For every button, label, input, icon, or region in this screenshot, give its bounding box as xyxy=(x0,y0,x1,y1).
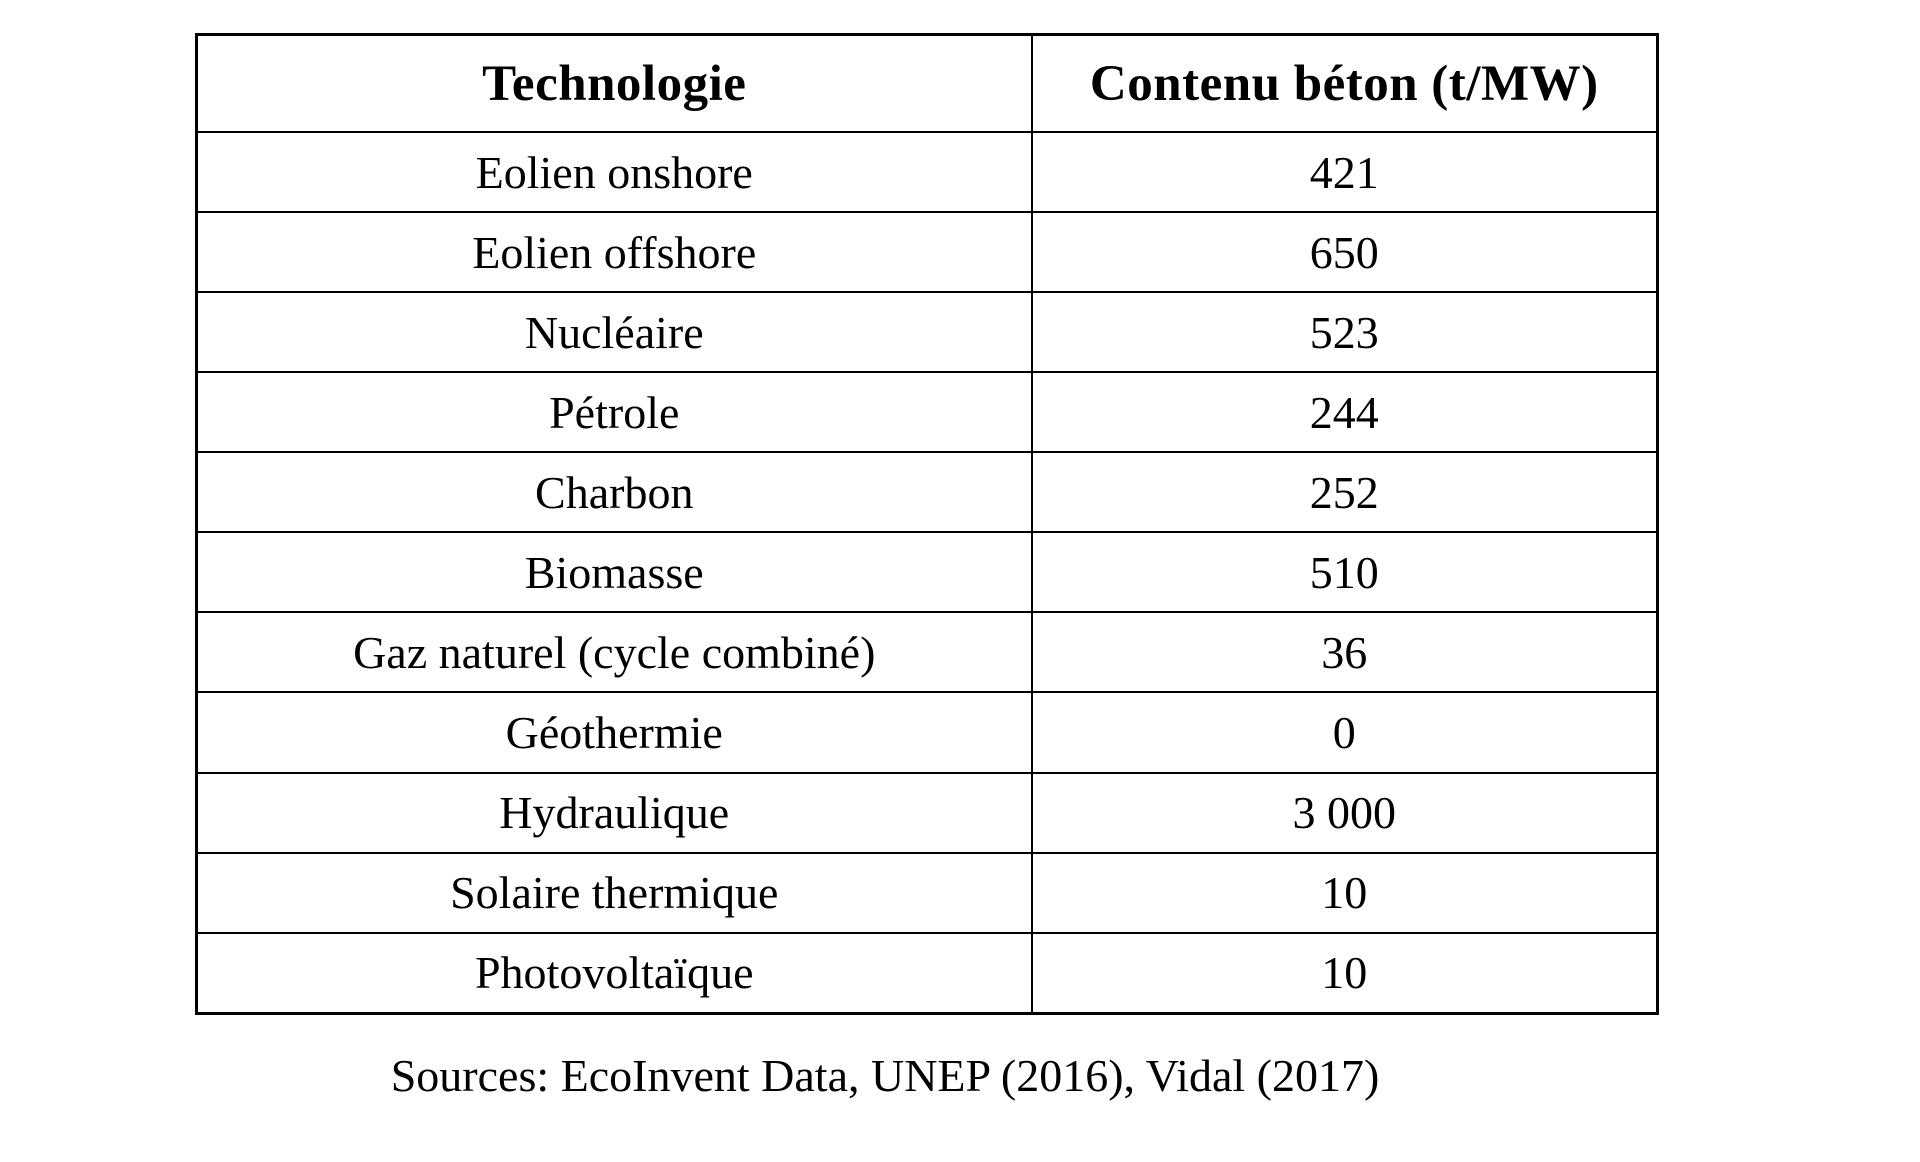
table-row: Biomasse 510 xyxy=(195,531,1659,614)
table-header-row: Technologie Contenu béton (t/MW) xyxy=(195,33,1659,133)
table-row: Eolien onshore 421 xyxy=(195,130,1659,214)
cell-valeur: 36 xyxy=(1030,611,1659,694)
cell-technologie: Eolien onshore xyxy=(195,130,1033,214)
sources-caption: Sources: EcoInvent Data, UNEP (2016), Vi… xyxy=(390,1050,1380,1101)
cell-valeur: 10 xyxy=(1030,931,1659,1015)
table-row: Pétrole 244 xyxy=(195,371,1659,454)
cell-valeur: 244 xyxy=(1030,371,1659,454)
cell-technologie: Eolien offshore xyxy=(195,211,1033,294)
table-row: Gaz naturel (cycle combiné) 36 xyxy=(195,611,1659,694)
cell-valeur: 3 000 xyxy=(1030,771,1659,854)
column-header-contenu-beton: Contenu béton (t/MW) xyxy=(1030,33,1659,133)
cell-valeur: 252 xyxy=(1030,451,1659,534)
cell-technologie: Nucléaire xyxy=(195,291,1033,374)
cell-valeur: 510 xyxy=(1030,531,1659,614)
cell-technologie: Géothermie xyxy=(195,691,1033,774)
cell-technologie: Charbon xyxy=(195,451,1033,534)
cell-valeur: 421 xyxy=(1030,130,1659,214)
table-row: Eolien offshore 650 xyxy=(195,211,1659,294)
table-row: Nucléaire 523 xyxy=(195,291,1659,374)
cell-valeur: 523 xyxy=(1030,291,1659,374)
table-row: Hydraulique 3 000 xyxy=(195,771,1659,854)
cell-valeur: 10 xyxy=(1030,851,1659,934)
concrete-content-table: Technologie Contenu béton (t/MW) Eolien … xyxy=(195,33,1659,1015)
cell-technologie: Hydraulique xyxy=(195,771,1033,854)
column-header-technologie: Technologie xyxy=(195,33,1033,133)
cell-technologie: Photovoltaïque xyxy=(195,931,1033,1015)
table-row: Géothermie 0 xyxy=(195,691,1659,774)
cell-valeur: 0 xyxy=(1030,691,1659,774)
cell-technologie: Gaz naturel (cycle combiné) xyxy=(195,611,1033,694)
cell-technologie: Biomasse xyxy=(195,531,1033,614)
table-row: Solaire thermique 10 xyxy=(195,851,1659,934)
cell-technologie: Solaire thermique xyxy=(195,851,1033,934)
cell-technologie: Pétrole xyxy=(195,371,1033,454)
table-row: Photovoltaïque 10 xyxy=(195,931,1659,1015)
table-row: Charbon 252 xyxy=(195,451,1659,534)
cell-valeur: 650 xyxy=(1030,211,1659,294)
